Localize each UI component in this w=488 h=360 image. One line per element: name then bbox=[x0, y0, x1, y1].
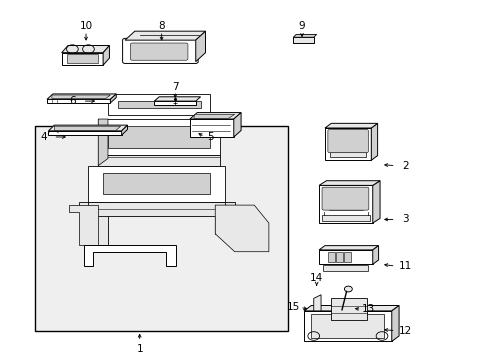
Polygon shape bbox=[118, 101, 200, 108]
Polygon shape bbox=[52, 95, 110, 99]
Polygon shape bbox=[189, 113, 241, 119]
Polygon shape bbox=[304, 306, 398, 311]
Text: 14: 14 bbox=[309, 273, 323, 283]
Polygon shape bbox=[98, 119, 220, 155]
Polygon shape bbox=[83, 244, 176, 266]
Text: 11: 11 bbox=[398, 261, 411, 271]
Polygon shape bbox=[319, 250, 372, 264]
Polygon shape bbox=[108, 126, 210, 148]
Polygon shape bbox=[372, 246, 378, 264]
Polygon shape bbox=[319, 181, 379, 185]
Text: 3: 3 bbox=[401, 215, 408, 224]
Polygon shape bbox=[154, 101, 195, 105]
Polygon shape bbox=[195, 31, 205, 62]
Polygon shape bbox=[108, 94, 210, 116]
Polygon shape bbox=[233, 113, 241, 137]
Polygon shape bbox=[193, 114, 234, 118]
Bar bbox=[35, 126, 288, 330]
Text: 15: 15 bbox=[286, 302, 299, 312]
Polygon shape bbox=[325, 123, 377, 128]
Polygon shape bbox=[323, 265, 367, 271]
Polygon shape bbox=[189, 119, 233, 137]
Polygon shape bbox=[329, 152, 366, 157]
FancyBboxPatch shape bbox=[130, 43, 187, 60]
Polygon shape bbox=[98, 155, 220, 166]
Polygon shape bbox=[79, 202, 108, 244]
Text: 6: 6 bbox=[69, 96, 76, 106]
Bar bbox=[293, 37, 313, 43]
Text: 13: 13 bbox=[362, 304, 375, 314]
Polygon shape bbox=[319, 185, 372, 223]
Polygon shape bbox=[311, 315, 384, 338]
Polygon shape bbox=[88, 166, 224, 202]
Text: 1: 1 bbox=[136, 344, 142, 354]
FancyBboxPatch shape bbox=[327, 130, 367, 153]
Polygon shape bbox=[47, 94, 116, 99]
Polygon shape bbox=[103, 173, 210, 194]
Polygon shape bbox=[319, 246, 378, 250]
Text: 7: 7 bbox=[172, 82, 178, 92]
Text: 4: 4 bbox=[40, 132, 47, 142]
Polygon shape bbox=[215, 202, 234, 234]
Polygon shape bbox=[304, 311, 391, 341]
Polygon shape bbox=[325, 128, 370, 160]
Polygon shape bbox=[61, 53, 103, 65]
Bar bbox=[344, 252, 350, 262]
Polygon shape bbox=[88, 202, 224, 216]
Polygon shape bbox=[54, 126, 121, 131]
Polygon shape bbox=[61, 45, 109, 53]
Polygon shape bbox=[48, 125, 127, 131]
Polygon shape bbox=[154, 97, 200, 101]
Polygon shape bbox=[125, 31, 205, 40]
Polygon shape bbox=[110, 94, 116, 103]
Text: 9: 9 bbox=[298, 21, 305, 31]
Polygon shape bbox=[293, 35, 316, 37]
Bar bbox=[327, 252, 334, 262]
Polygon shape bbox=[330, 298, 366, 320]
Polygon shape bbox=[215, 205, 268, 252]
Text: 8: 8 bbox=[158, 21, 164, 31]
Text: 12: 12 bbox=[398, 325, 411, 336]
Polygon shape bbox=[122, 125, 127, 135]
Polygon shape bbox=[48, 131, 122, 135]
Polygon shape bbox=[47, 99, 110, 103]
Circle shape bbox=[345, 287, 350, 291]
Polygon shape bbox=[98, 119, 108, 166]
Polygon shape bbox=[313, 295, 321, 311]
Text: 2: 2 bbox=[401, 161, 408, 171]
Text: 5: 5 bbox=[206, 132, 213, 142]
Polygon shape bbox=[103, 45, 109, 65]
Polygon shape bbox=[66, 54, 98, 63]
Text: 10: 10 bbox=[80, 21, 92, 31]
FancyBboxPatch shape bbox=[322, 187, 368, 210]
Polygon shape bbox=[391, 306, 398, 341]
Polygon shape bbox=[370, 123, 377, 160]
FancyBboxPatch shape bbox=[122, 39, 198, 63]
Polygon shape bbox=[321, 215, 369, 221]
Bar bbox=[335, 252, 342, 262]
Polygon shape bbox=[69, 205, 98, 244]
Polygon shape bbox=[372, 181, 379, 223]
